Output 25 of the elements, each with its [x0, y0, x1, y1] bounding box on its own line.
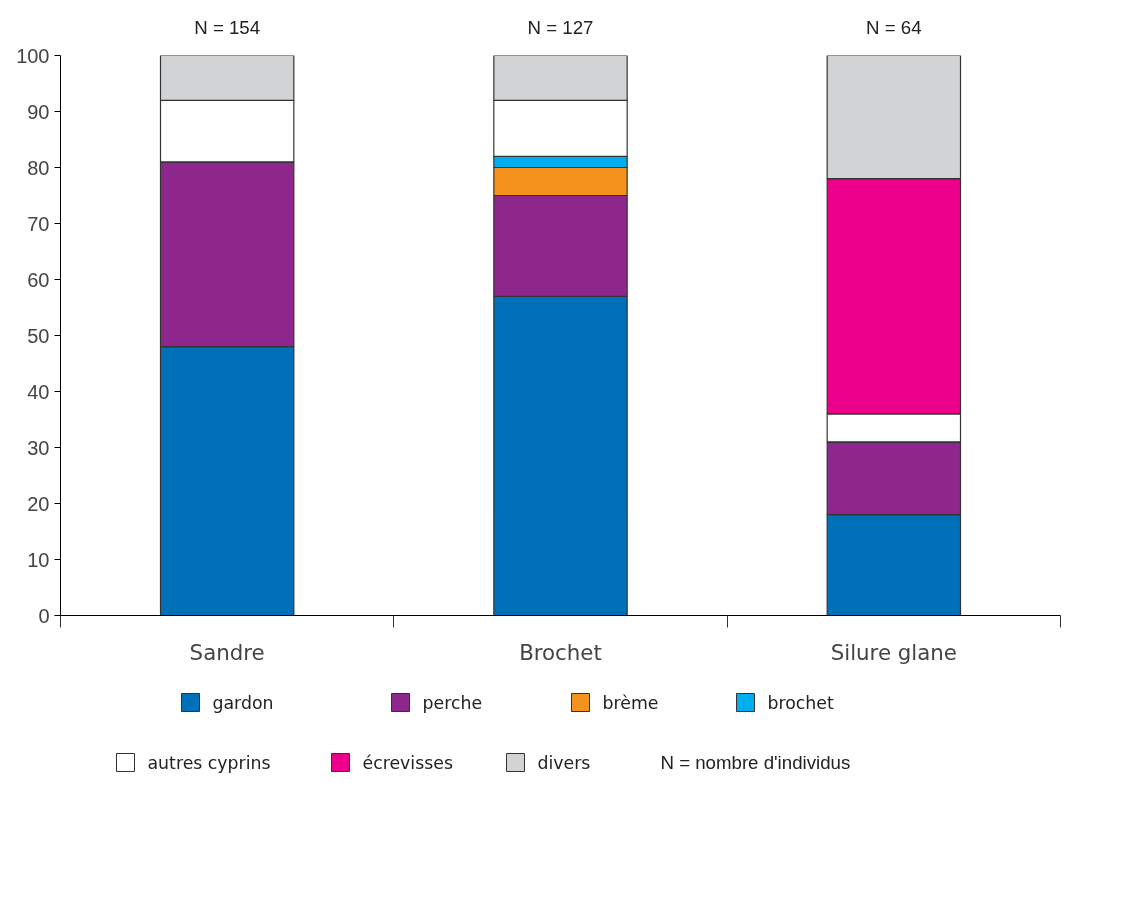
text: N = nombre d'individus — [660, 752, 851, 773]
x-tick-label: Silure glane — [830, 639, 957, 665]
y-tick-label: 60 — [27, 268, 50, 291]
annotation: N = 154 — [194, 16, 261, 38]
y-tick-label: 50 — [27, 324, 50, 347]
legend-label: divers — [537, 752, 591, 773]
y-tick-label: 100 — [16, 44, 50, 67]
y-tick-label: 30 — [27, 436, 50, 459]
legend-label: autres cyprins — [147, 752, 271, 773]
legend-label: gardon — [212, 692, 274, 713]
legend-label: brème — [602, 692, 659, 713]
y-tick-label: 0 — [38, 604, 50, 627]
legend-label: écrevisses — [362, 752, 453, 773]
y-tick-label: 20 — [27, 492, 50, 515]
x-tick-label: Brochet — [519, 639, 602, 665]
legend-label: perche — [422, 692, 483, 713]
y-tick-label: 90 — [27, 100, 50, 123]
x-tick-label: Sandre — [189, 639, 265, 665]
annotation: N = 64 — [866, 16, 922, 38]
annotation: N = 127 — [527, 16, 594, 38]
y-tick-label: 10 — [27, 548, 50, 571]
y-tick-label: 70 — [27, 212, 50, 235]
y-tick-label: 40 — [27, 380, 50, 403]
legend-label: brochet — [767, 692, 835, 713]
y-tick-label: 80 — [27, 156, 50, 179]
